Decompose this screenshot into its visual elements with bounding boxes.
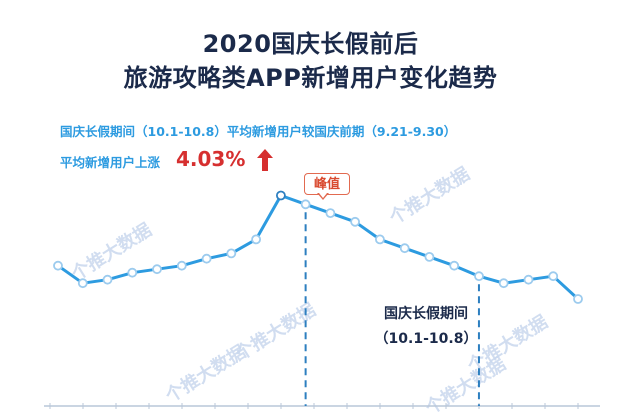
data-point [275, 190, 286, 201]
chart-title-line-2: 旅游攻略类APP新增用户变化趋势 [123, 64, 498, 92]
data-point [350, 216, 361, 227]
data-point [424, 251, 435, 262]
up-arrow-icon [257, 149, 273, 171]
data-point [176, 260, 187, 271]
holiday-period-label: 国庆长假期间 [384, 306, 468, 322]
data-point [474, 271, 484, 282]
data-point [226, 248, 237, 259]
peak-label-pointer-fill [319, 193, 327, 198]
data-point [498, 278, 509, 289]
data-point [201, 253, 212, 264]
peak-label: 峰值 [304, 173, 350, 195]
series-line [57, 194, 580, 301]
data-point [548, 271, 559, 282]
data-point [251, 234, 262, 245]
data-point [152, 264, 162, 275]
chart-title-line-1: 2020国庆长假前后 [202, 30, 419, 58]
data-point [300, 199, 311, 210]
data-point [102, 274, 113, 285]
data-point [523, 274, 534, 285]
comparison-note: 国庆长假期间（10.1-10.8）平均新增用户较国庆前期（9.21-9.30） [60, 124, 457, 139]
data-point [325, 208, 336, 219]
data-point [399, 243, 410, 254]
data-point [374, 234, 385, 245]
data-point [53, 260, 63, 271]
data-point [573, 294, 583, 304]
increase-percentage: 4.03% [176, 147, 246, 171]
data-point [127, 267, 138, 278]
holiday-period-dates: （10.1-10.8） [374, 331, 478, 347]
data-point [449, 260, 460, 271]
data-point [77, 278, 88, 289]
increase-note-label: 平均新增用户上涨 [60, 155, 161, 170]
